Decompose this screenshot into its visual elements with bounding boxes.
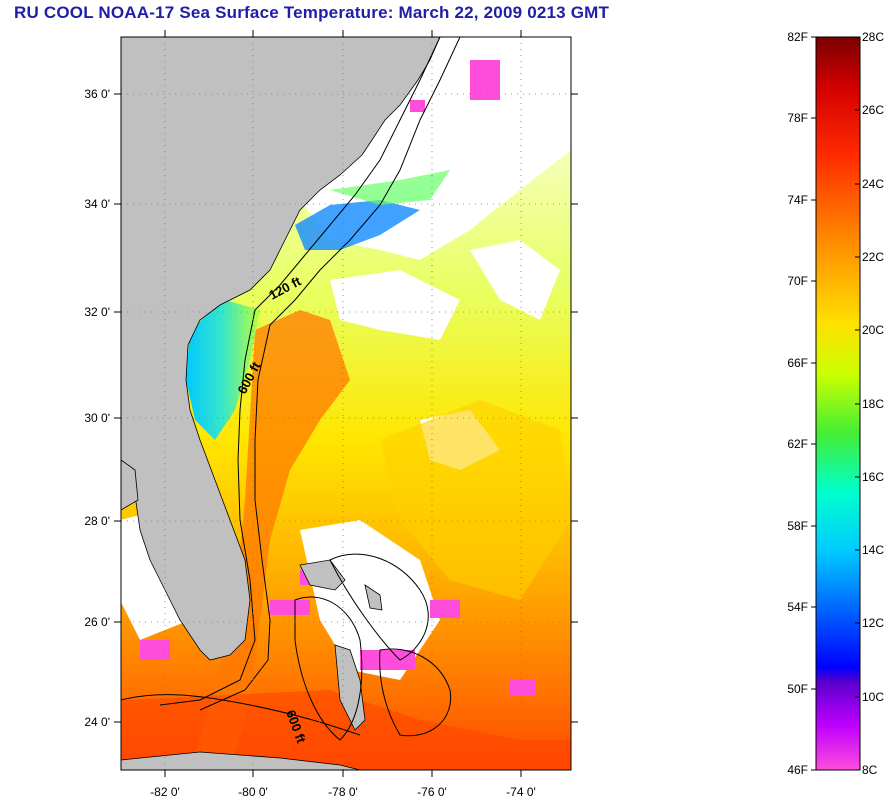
lat-label: 24 0' (84, 715, 110, 729)
map-frame (120, 36, 572, 771)
colorbar-c-label: 20C (862, 323, 884, 337)
lon-label: -74 0' (506, 785, 536, 799)
lat-label: 26 0' (84, 615, 110, 629)
colorbar-f-ticks (811, 36, 816, 771)
colorbar-c-label: 28C (862, 30, 884, 44)
colorbar-c-label: 16C (862, 470, 884, 484)
sst-map (121, 37, 571, 770)
land-us-east-coast (121, 37, 441, 661)
colorbar-f-label: 82F (787, 30, 808, 44)
colorbar-f-label: 74F (787, 193, 808, 207)
lat-label: 32 0' (84, 305, 110, 319)
colorbar-c-label: 26C (862, 103, 884, 117)
colorbar-c-label: 12C (862, 616, 884, 630)
isobath-contours (121, 37, 461, 741)
colorbar-c-label: 14C (862, 543, 884, 557)
colorbar-f-label: 58F (787, 519, 808, 533)
colorbar-c-label: 18C (862, 397, 884, 411)
colorbar-c-label: 22C (862, 250, 884, 264)
colorbar-f-label: 66F (787, 356, 808, 370)
lon-label: -82 0' (150, 785, 180, 799)
graticule (121, 37, 571, 770)
colorbar-c-label: 8C (862, 763, 878, 777)
colorbar-f-label: 78F (787, 111, 808, 125)
lat-label: 36 0' (84, 87, 110, 101)
map-title: RU COOL NOAA-17 Sea Surface Temperature:… (14, 3, 610, 22)
colorbar-f-label: 62F (787, 437, 808, 451)
lon-label: -80 0' (238, 785, 268, 799)
colorbar-f-label: 46F (787, 763, 808, 777)
lat-label: 34 0' (84, 197, 110, 211)
lat-label: 28 0' (84, 514, 110, 528)
cold-shelf-water (186, 300, 260, 440)
lat-label: 30 0' (84, 411, 110, 425)
land-cuba (121, 751, 361, 770)
colorbar-f-label: 50F (787, 682, 808, 696)
colorbar (815, 36, 861, 771)
colorbar-c-label: 24C (862, 177, 884, 191)
colorbar-c-label: 10C (862, 690, 884, 704)
lon-label: -78 0' (328, 785, 358, 799)
colorbar-f-label: 70F (787, 274, 808, 288)
longitude-axis (164, 30, 522, 777)
colorbar-f-label: 54F (787, 600, 808, 614)
latitude-axis (114, 93, 578, 723)
colorbar-c-ticks (855, 36, 860, 771)
lon-label: -76 0' (417, 785, 447, 799)
